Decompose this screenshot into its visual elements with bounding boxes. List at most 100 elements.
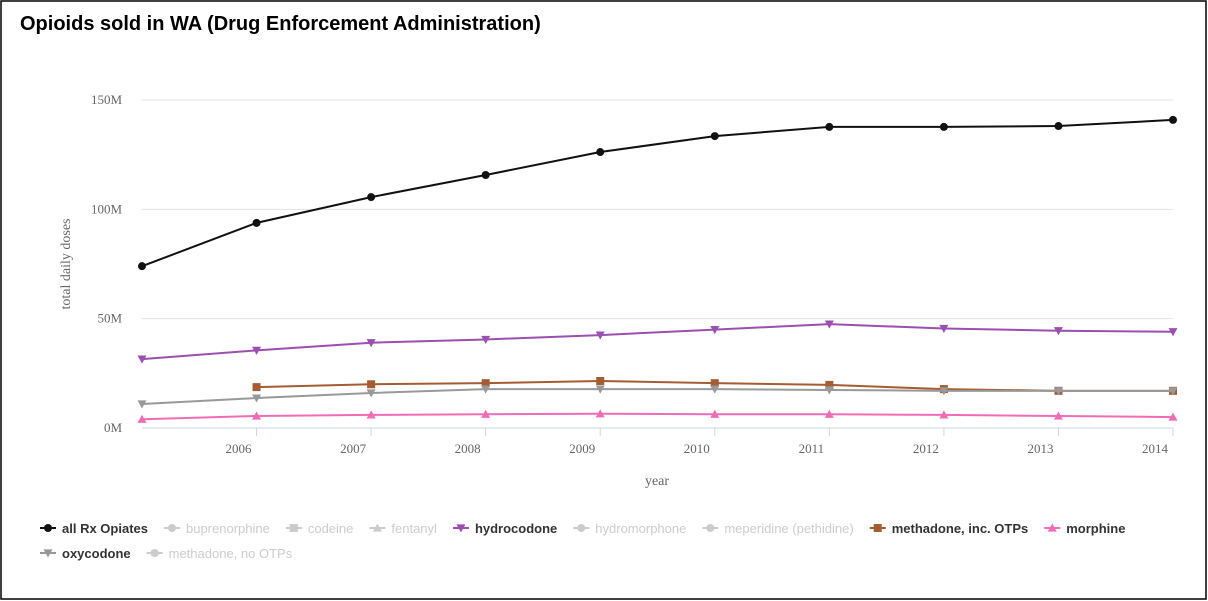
data-point <box>252 383 261 392</box>
x-tick-label: 2007 <box>340 441 367 456</box>
data-point <box>595 331 605 340</box>
data-point <box>481 409 491 418</box>
data-point <box>252 346 262 355</box>
legend-item[interactable]: codeine <box>285 521 354 536</box>
y-tick-label: 0M <box>104 420 123 435</box>
legend-label: morphine <box>1066 521 1125 536</box>
legend-label: buprenorphine <box>186 521 270 536</box>
data-point <box>596 148 605 157</box>
data-point <box>138 262 146 271</box>
data-point <box>367 193 376 202</box>
data-point <box>710 132 719 141</box>
data-point <box>824 320 834 329</box>
legend-label: fentanyl <box>391 521 437 536</box>
data-point <box>137 355 147 364</box>
legend-item[interactable]: all Rx Opiates <box>40 521 148 536</box>
y-tick-label: 50M <box>97 311 122 326</box>
legend-label: oxycodone <box>62 546 131 561</box>
legend-item[interactable]: methadone, inc. OTPs <box>869 521 1029 536</box>
data-point <box>366 339 376 348</box>
legend-label: all Rx Opiates <box>62 521 148 536</box>
data-point <box>1169 115 1177 124</box>
legend-item[interactable]: meperidine (pethidine) <box>702 521 854 536</box>
data-point <box>366 389 376 398</box>
data-point <box>595 409 605 418</box>
data-point <box>481 335 491 344</box>
x-tick-label: 2009 <box>569 441 595 456</box>
legend-label: meperidine (pethidine) <box>724 521 853 536</box>
legend-item[interactable]: fentanyl <box>369 521 437 536</box>
x-tick-label: 2010 <box>684 441 710 456</box>
data-point <box>825 380 834 389</box>
legend-item[interactable]: hydromorphone <box>573 521 686 536</box>
legend-item[interactable]: buprenorphine <box>163 521 270 536</box>
x-axis-title: year <box>645 474 669 489</box>
legend-marker <box>289 524 298 532</box>
data-point <box>481 171 490 180</box>
legend-marker <box>873 524 882 532</box>
data-point <box>824 409 834 418</box>
legend-marker <box>456 524 466 533</box>
legend-item[interactable]: oxycodone <box>40 546 131 561</box>
x-tick-label: 2013 <box>1027 441 1053 456</box>
data-point <box>1053 387 1063 396</box>
legend-marker <box>706 524 715 532</box>
legend-label: methadone, inc. OTPs <box>892 521 1029 536</box>
legend-item[interactable]: morphine <box>1044 521 1125 536</box>
legend-label: hydromorphone <box>595 521 686 536</box>
data-point <box>1054 122 1063 131</box>
legend-marker <box>1047 523 1057 532</box>
data-point <box>367 380 376 389</box>
data-point <box>137 400 147 409</box>
data-point <box>366 410 376 419</box>
legend-marker <box>150 549 159 557</box>
data-point <box>1053 411 1063 420</box>
series-line <box>141 323 1174 361</box>
data-point <box>596 376 605 385</box>
legend-item[interactable]: hydrocodone <box>452 521 557 536</box>
y-tick-label: 100M <box>91 201 123 216</box>
legend-marker <box>372 523 382 532</box>
data-point <box>252 218 261 227</box>
legend-marker <box>43 549 53 558</box>
legend-label: hydrocodone <box>475 521 557 536</box>
data-point <box>710 379 719 388</box>
x-tick-label: 2012 <box>913 441 939 456</box>
series-line <box>141 412 1174 421</box>
x-tick-label: 2006 <box>226 441 253 456</box>
data-point <box>939 122 948 131</box>
data-point <box>1053 327 1063 336</box>
data-point <box>1168 387 1178 396</box>
x-tick-label: 2008 <box>455 441 481 456</box>
data-point <box>710 326 720 335</box>
y-tick-label: 150M <box>91 92 123 107</box>
data-point <box>481 385 491 394</box>
data-point <box>824 386 834 395</box>
x-tick-label: 2014 <box>1142 441 1169 456</box>
data-point <box>939 324 949 334</box>
legend-item[interactable]: methadone, no OTPs <box>146 546 293 561</box>
legend-marker <box>44 524 52 532</box>
legend-label: codeine <box>308 521 354 536</box>
data-point <box>1168 412 1178 421</box>
y-axis-title: total daily doses <box>59 219 74 310</box>
data-point <box>481 379 490 388</box>
data-point <box>939 410 949 419</box>
legend-marker <box>167 524 176 532</box>
x-tick-label: 2011 <box>799 441 825 456</box>
chart-title: Opioids sold in WA (Drug Enforcement Adm… <box>20 13 541 35</box>
data-point <box>710 385 720 394</box>
data-point <box>1168 328 1178 337</box>
legend-marker <box>577 524 586 532</box>
series-line <box>141 388 1173 405</box>
data-point <box>252 394 262 403</box>
legend-label: methadone, no OTPs <box>169 546 293 561</box>
data-point <box>939 387 949 396</box>
data-point <box>825 122 834 131</box>
data-point <box>137 414 147 423</box>
series-line <box>141 118 1174 268</box>
data-point <box>252 411 262 420</box>
data-point <box>710 409 720 418</box>
